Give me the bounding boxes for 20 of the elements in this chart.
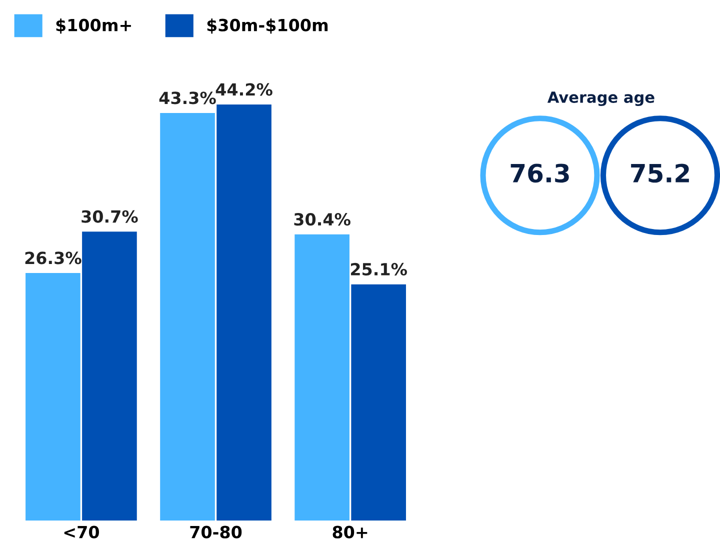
data-label: 26.3% — [25, 252, 82, 264]
bar — [26, 273, 80, 521]
x-tick-label: 70-80 — [190, 526, 242, 538]
text: Average age — [547, 92, 654, 106]
bar — [351, 284, 406, 521]
legend-label: $30m-$100m — [207, 18, 328, 34]
data-label: 30.7% — [82, 210, 138, 223]
x-tick-label: <70 — [64, 526, 99, 538]
data-label: 25.1% — [350, 262, 407, 276]
bar — [82, 232, 137, 521]
x-tick-label: 80+ — [332, 526, 368, 538]
bar — [216, 104, 272, 521]
bar — [160, 113, 215, 521]
data-label: 44.2% — [216, 83, 272, 96]
text: 75.2 — [631, 164, 689, 183]
bar — [294, 234, 350, 521]
data-label: 30.4% — [294, 213, 350, 226]
data-label: 43.3% — [159, 92, 216, 104]
legend-label: $100m+ — [56, 18, 131, 34]
text: 76.3 — [510, 164, 569, 183]
